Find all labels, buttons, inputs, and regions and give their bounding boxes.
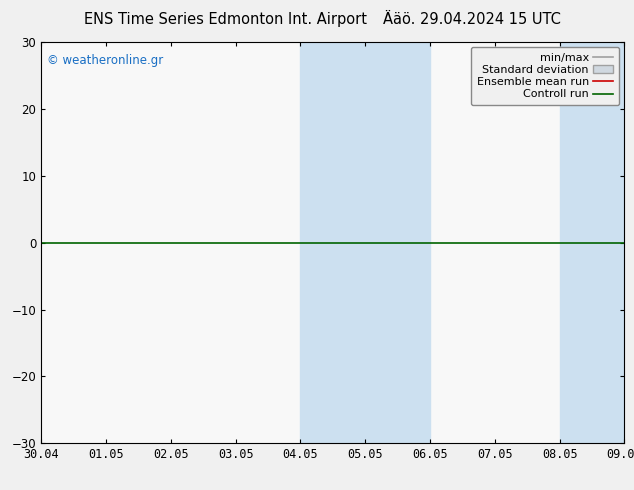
Bar [301,42,365,443]
Bar [560,42,624,443]
Text: © weatheronline.gr: © weatheronline.gr [47,54,164,67]
Legend: min/max, Standard deviation, Ensemble mean run, Controll run: min/max, Standard deviation, Ensemble me… [471,47,619,105]
Bar [365,42,430,443]
Text: ENS Time Series Edmonton Int. Airport: ENS Time Series Edmonton Int. Airport [84,12,366,27]
Text: Ääö. 29.04.2024 15 UTC: Ääö. 29.04.2024 15 UTC [384,12,561,27]
